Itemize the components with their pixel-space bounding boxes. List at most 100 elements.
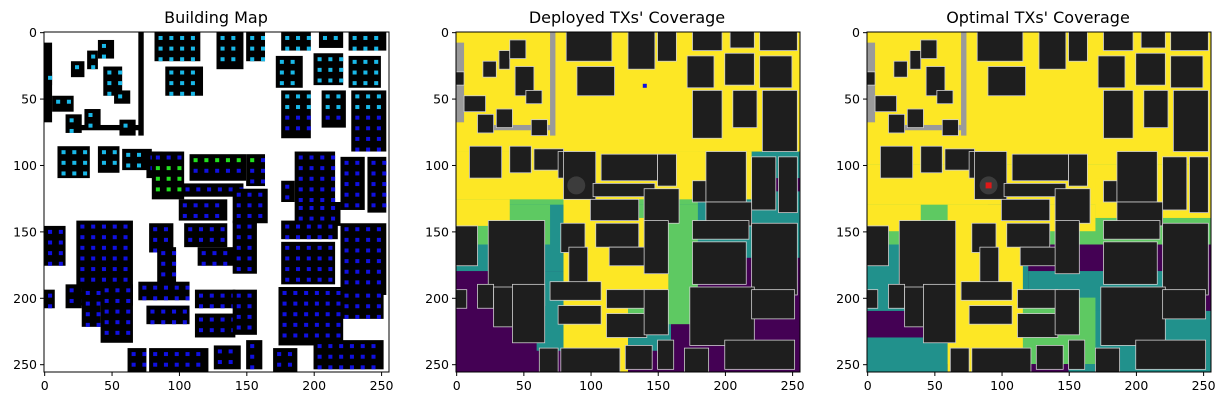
building: [1095, 347, 1121, 372]
rx-marker: [285, 224, 290, 229]
y-tick-label: 200: [836, 291, 860, 306]
rx-marker: [131, 362, 136, 367]
rx-marker: [296, 105, 301, 110]
rx-marker: [314, 312, 319, 317]
rx-marker: [306, 35, 311, 40]
rx-marker: [339, 78, 344, 83]
rx-marker: [155, 176, 160, 181]
rx-marker: [182, 213, 187, 218]
rx-marker: [304, 290, 309, 295]
rx-marker: [309, 176, 314, 181]
x-tick-label: 50: [104, 378, 120, 393]
building: [557, 305, 602, 325]
building: [367, 156, 387, 213]
building: [463, 95, 486, 113]
rx-marker: [363, 59, 368, 64]
building: [127, 348, 147, 372]
rx-marker: [69, 288, 74, 293]
rx-marker: [336, 115, 341, 120]
rx-marker: [306, 94, 311, 99]
rx-marker: [285, 195, 290, 200]
y-tick-label: 100: [836, 158, 860, 173]
rx-marker: [285, 46, 290, 51]
building: [184, 223, 228, 248]
rx-marker: [190, 57, 195, 62]
rx-marker: [306, 126, 311, 131]
building: [318, 32, 344, 48]
rx-marker: [204, 213, 209, 218]
rx-marker: [118, 70, 123, 75]
rx-marker: [260, 35, 266, 40]
rx-marker: [285, 235, 290, 240]
rx-marker: [344, 314, 349, 319]
y-tick-label: 200: [13, 291, 37, 306]
rx-marker: [180, 35, 185, 40]
rx-marker: [306, 235, 311, 240]
rx-marker: [225, 168, 230, 173]
rx-marker: [107, 70, 112, 75]
rx-marker: [91, 256, 96, 261]
rx-marker: [258, 192, 263, 197]
rx-marker: [344, 293, 349, 298]
rx-marker: [282, 301, 287, 306]
tx-marker: [985, 182, 992, 189]
rx-marker: [344, 192, 349, 197]
building: [482, 60, 497, 78]
building: [197, 247, 239, 266]
rx-marker: [366, 293, 371, 298]
rx-marker: [328, 67, 333, 72]
rx-marker: [58, 240, 63, 245]
rx-marker: [355, 227, 360, 232]
rx-marker: [328, 57, 333, 62]
rx-marker: [306, 245, 311, 250]
rx-marker: [349, 365, 354, 370]
rx-marker: [215, 158, 220, 163]
rx-marker: [136, 163, 142, 168]
rx-marker: [320, 187, 325, 192]
rx-marker: [158, 35, 163, 40]
rx-marker: [322, 35, 328, 40]
rx-marker: [161, 309, 166, 314]
rx-marker: [48, 240, 53, 245]
rx-marker: [180, 70, 185, 75]
building: [181, 183, 244, 197]
rx-marker: [185, 352, 190, 357]
x-tick-label: 250: [370, 378, 394, 393]
building: [627, 32, 656, 70]
rx-marker: [69, 298, 74, 303]
rx-marker: [215, 168, 220, 173]
building: [1189, 156, 1209, 214]
rx-marker: [355, 182, 360, 187]
building: [351, 90, 387, 152]
rx-marker: [80, 245, 85, 250]
building: [724, 339, 796, 370]
rx-marker: [371, 160, 376, 165]
rx-marker: [325, 115, 330, 120]
rx-marker: [104, 330, 109, 335]
rx-marker: [91, 54, 96, 59]
rx-marker: [101, 150, 106, 155]
rx-marker: [153, 352, 158, 357]
rx-marker: [290, 81, 295, 86]
rx-marker: [74, 65, 80, 70]
rx-marker: [317, 354, 322, 359]
rx-marker: [182, 203, 187, 208]
rx-marker: [317, 67, 322, 72]
building: [549, 281, 602, 301]
rx-marker: [374, 70, 379, 75]
rx-marker: [188, 237, 193, 242]
rx-marker: [258, 203, 263, 208]
rx-marker: [250, 344, 255, 349]
building: [1172, 90, 1209, 152]
building: [888, 113, 906, 134]
tx-marker: [567, 176, 586, 195]
rx-marker: [339, 57, 344, 62]
rx-marker: [190, 81, 195, 86]
rx-marker: [325, 333, 330, 338]
rx-marker: [352, 46, 357, 51]
rx-marker: [85, 312, 90, 317]
rx-marker: [91, 245, 96, 250]
rx-marker: [285, 267, 290, 272]
rx-marker: [320, 166, 325, 171]
rx-marker: [250, 35, 255, 40]
